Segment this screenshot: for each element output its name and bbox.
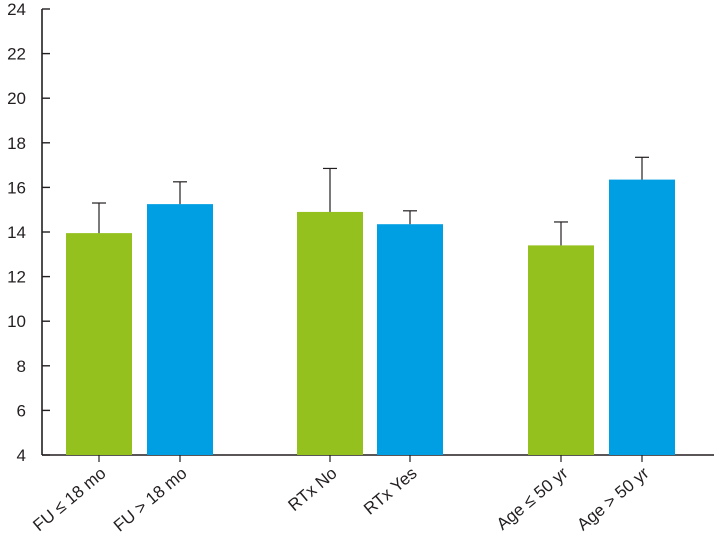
bar — [528, 245, 594, 455]
y-tick-label: 24 — [7, 0, 26, 19]
bar — [147, 204, 213, 455]
category-label: FU > 18 mo — [110, 464, 191, 536]
category-label: Age > 50 yr — [573, 463, 652, 534]
y-tick-label: 8 — [17, 357, 26, 376]
error-bars — [92, 156, 649, 246]
category-label: Age ≤ 50 yr — [493, 463, 572, 534]
y-tick-label: 20 — [7, 89, 26, 108]
bar — [66, 233, 132, 455]
category-label: RTx Yes — [360, 464, 420, 519]
bar — [609, 179, 675, 455]
y-tick-label: 14 — [7, 223, 26, 242]
y-tick-label: 10 — [7, 312, 26, 331]
y-tick-label: 6 — [17, 401, 26, 420]
category-label: RTx No — [284, 464, 340, 515]
bar — [377, 224, 443, 455]
y-tick-label: 22 — [7, 45, 26, 64]
category-label: FU ≤ 18 mo — [29, 464, 109, 536]
y-tick-label: 18 — [7, 134, 26, 153]
y-tick-label: 16 — [7, 178, 26, 197]
y-tick-label: 12 — [7, 268, 26, 287]
category-labels: FU ≤ 18 mo FU > 18 mo RTx No RTx Yes Age ≤ 5… — [29, 463, 652, 535]
y-tick-label: 4 — [17, 446, 26, 465]
bar — [297, 211, 363, 455]
bars — [66, 179, 675, 455]
